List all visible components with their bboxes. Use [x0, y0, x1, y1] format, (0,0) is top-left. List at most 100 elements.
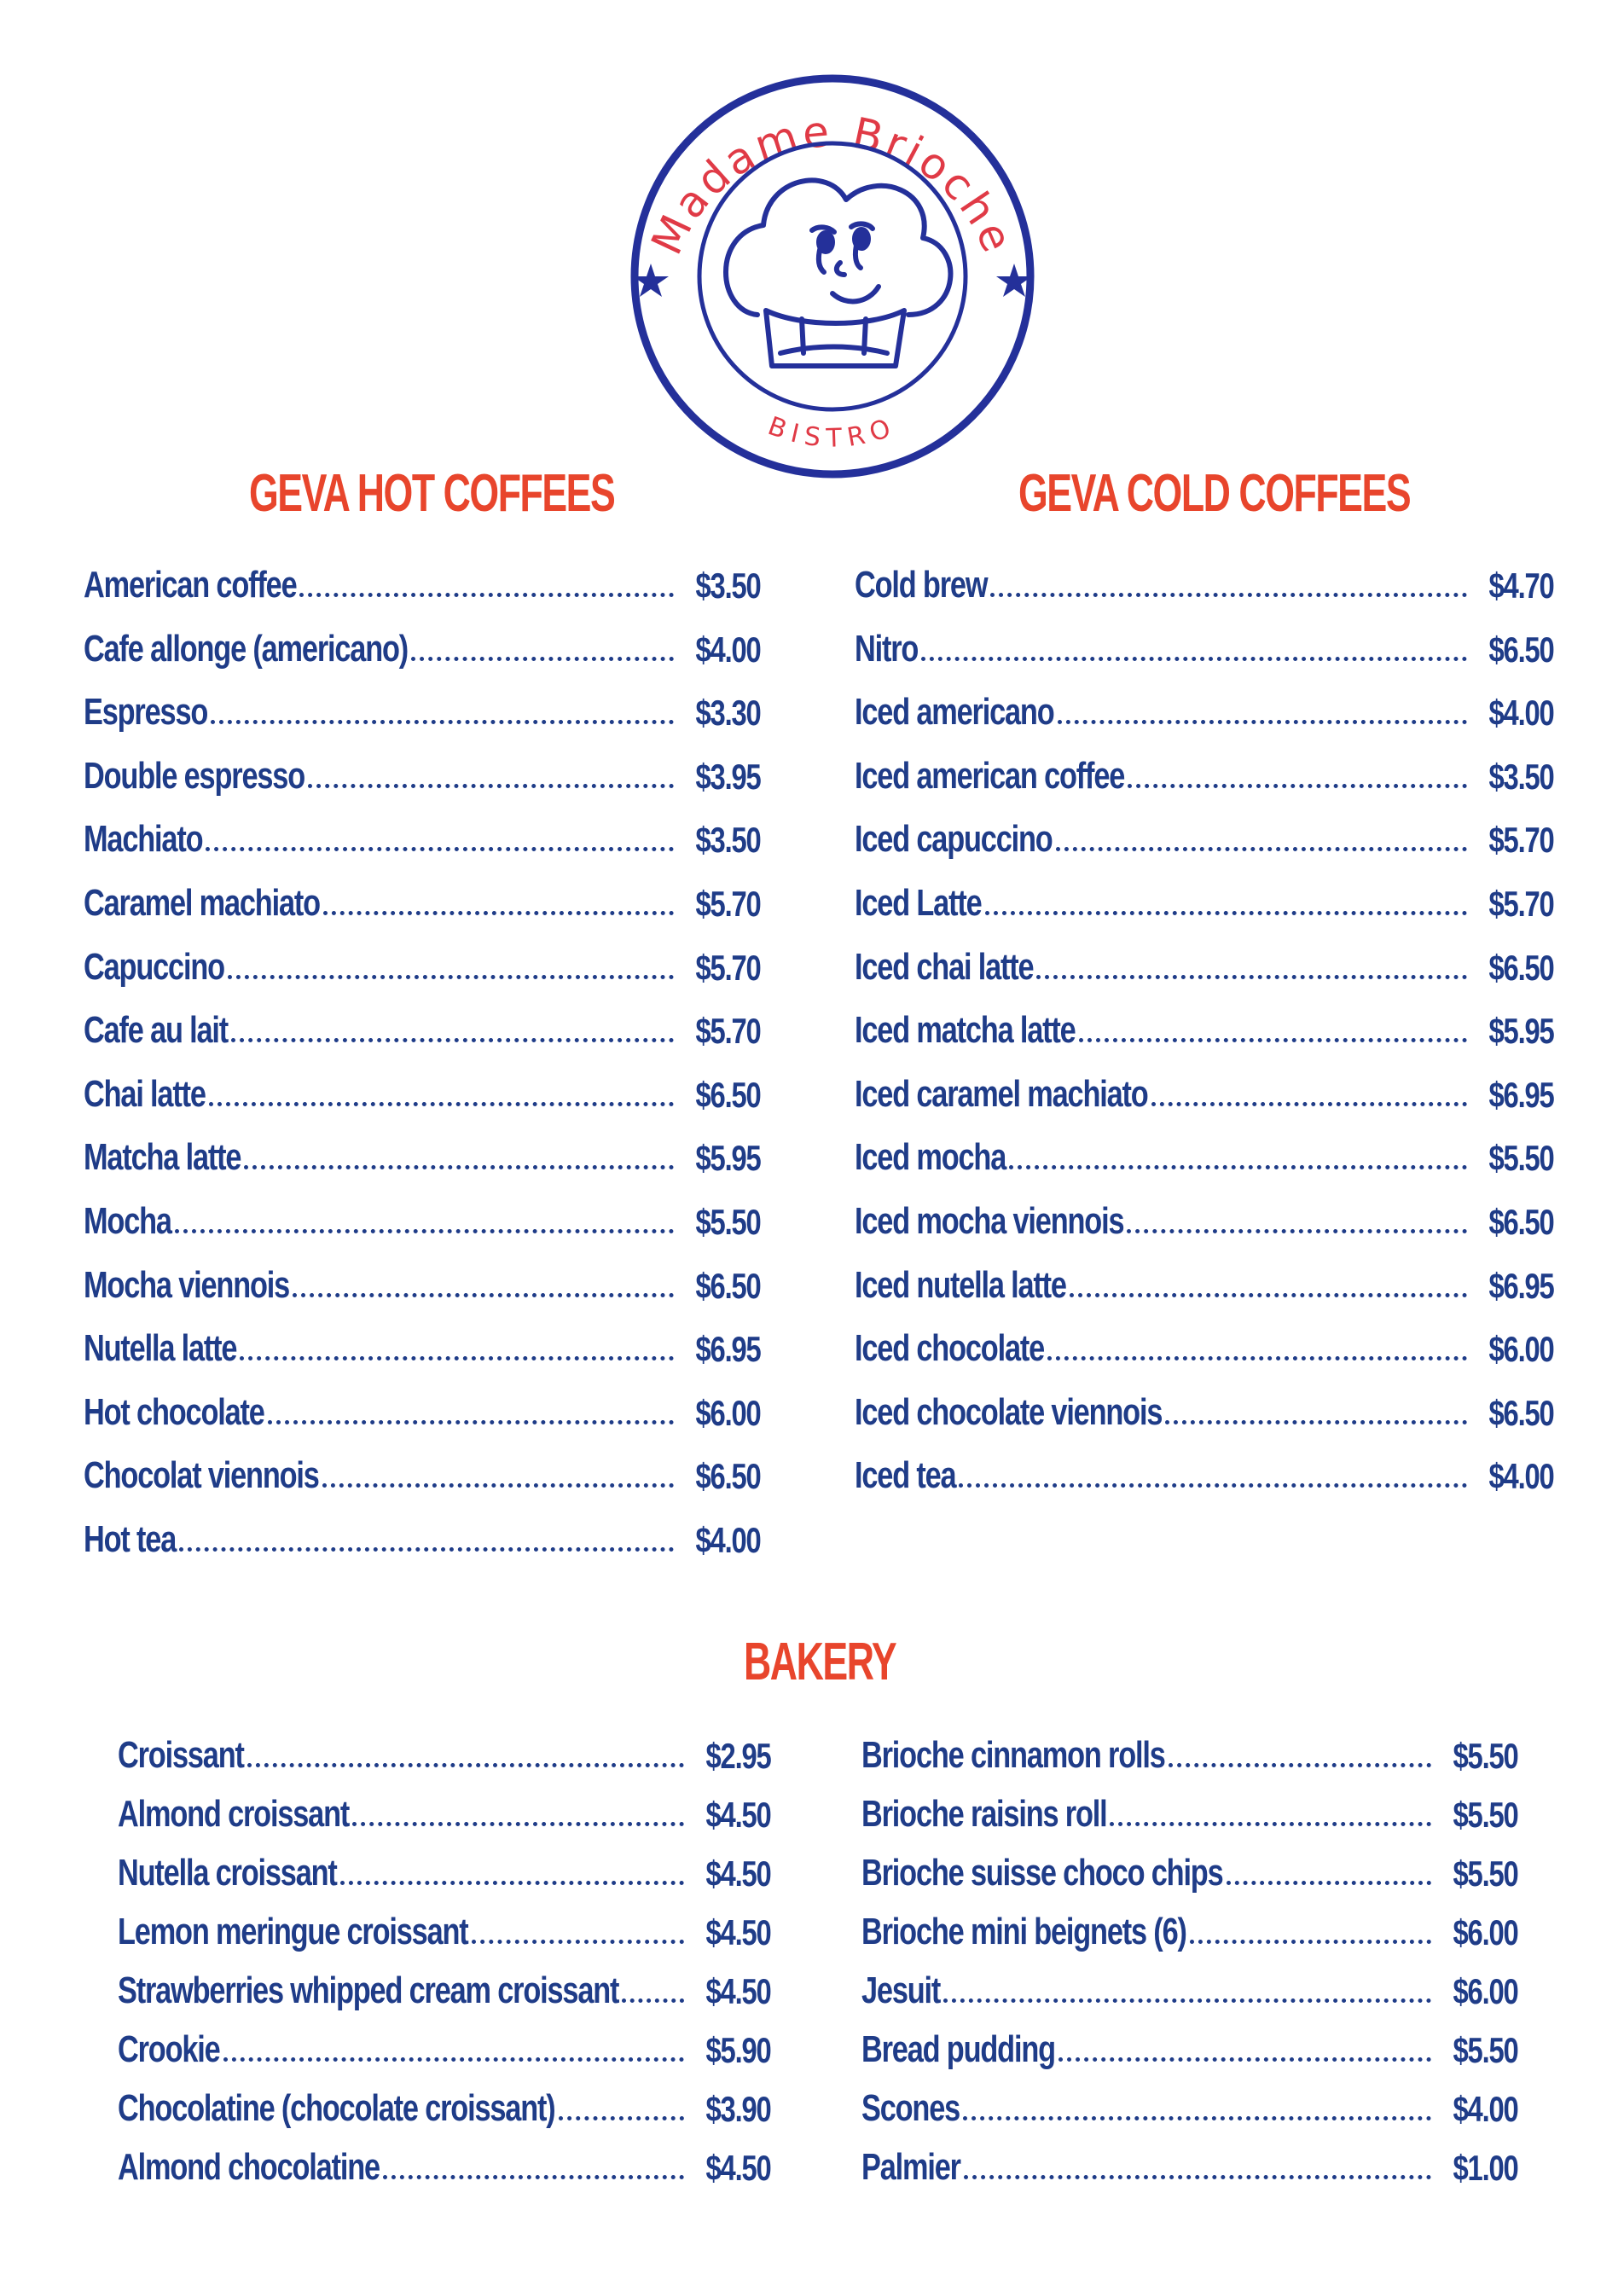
menu-item-name: Iced capuccino	[855, 818, 1053, 861]
menu-item-price: $6.50	[1488, 947, 1555, 988]
star-icon	[633, 264, 669, 297]
menu-item-price: $3.50	[695, 566, 762, 606]
menu-item-name: Iced mocha	[855, 1136, 1006, 1179]
dot-leader	[1110, 1822, 1431, 1826]
dot-leader	[1226, 1881, 1431, 1885]
menu-item-row: Double espresso $3.95	[84, 744, 762, 797]
menu-item-name: Double espresso	[84, 754, 305, 797]
menu-item-name: Espresso	[84, 691, 208, 734]
menu-item-row: Bread pudding $5.50	[861, 2017, 1519, 2068]
menu-item-price: $5.50	[1453, 1736, 1519, 1776]
cold-coffees-heading: GEVA COLD COFFEES	[1018, 464, 1412, 523]
menu-item-name: Nitro	[855, 627, 919, 670]
menu-item-name: Jesuit	[861, 1969, 941, 2011]
menu-item-row: Iced americano $4.00	[855, 680, 1555, 734]
menu-item-row: Jesuit $6.00	[861, 1958, 1519, 2011]
dot-leader	[471, 1940, 684, 1944]
menu-item-price: $6.50	[695, 1265, 762, 1306]
dot-leader	[1151, 1101, 1467, 1106]
menu-item-row: Espresso $3.30	[84, 680, 762, 734]
dot-leader	[1165, 1419, 1467, 1424]
menu-item-name: Hot chocolate	[84, 1390, 265, 1433]
dot-leader	[963, 2175, 1431, 2179]
menu-item-price: $6.50	[695, 1074, 762, 1115]
menu-item-row: Iced chocolate $6.00	[855, 1316, 1555, 1367]
menu-item-price: $6.00	[695, 1392, 762, 1433]
dot-leader	[1128, 783, 1467, 788]
menu-item-name: Scones	[861, 2087, 960, 2129]
dot-leader	[959, 1483, 1467, 1488]
hot-coffees-list: American coffee $3.50 Cafe allonge (americ…	[84, 553, 762, 1560]
menu-item-name: Iced Latte	[855, 882, 983, 924]
menu-item-name: Brioche cinnamon rolls	[861, 1734, 1166, 1776]
menu-item-price: $3.90	[705, 2089, 772, 2129]
dot-leader	[990, 593, 1467, 597]
menu-item-price: $4.50	[705, 1853, 772, 1894]
dot-leader	[943, 1998, 1431, 2003]
chef-hat-mascot-icon	[697, 141, 968, 412]
menu-item-name: Chai latte	[84, 1072, 206, 1115]
menu-item-price: $3.50	[1488, 756, 1555, 797]
menu-item-price: $5.50	[695, 1202, 762, 1242]
dot-leader	[244, 1165, 674, 1170]
dot-leader	[246, 1763, 684, 1767]
dot-leader	[963, 2116, 1431, 2120]
menu-item-price: $4.00	[695, 629, 762, 670]
dot-leader	[1057, 720, 1467, 725]
menu-item-price: $5.50	[1453, 1853, 1519, 1894]
menu-item-price: $3.30	[695, 693, 762, 734]
menu-item-name: Iced tea	[855, 1454, 957, 1497]
menu-item-row: Brioche cinnamon rolls $5.50	[861, 1723, 1519, 1776]
menu-item-name: Hot tea	[84, 1518, 177, 1560]
menu-item-name: Nutella latte	[84, 1327, 237, 1370]
menu-item-row: Hot tea $4.00	[84, 1507, 762, 1560]
dot-leader	[322, 1483, 674, 1488]
menu-item-name: Iced americano	[855, 691, 1055, 734]
menu-item-row: Iced matcha latte $5.95	[855, 998, 1555, 1049]
menu-item-row: Nutella croissant $4.50	[118, 1841, 772, 1894]
dot-leader	[293, 1292, 674, 1297]
menu-item-name: Mocha viennois	[84, 1263, 290, 1306]
dot-leader	[179, 1547, 674, 1552]
menu-item-row: Iced mocha viennois $6.50	[855, 1189, 1555, 1242]
dot-leader	[223, 2057, 684, 2062]
menu-item-row: Chai latte $6.50	[84, 1062, 762, 1115]
bakery-list-left: Croissant $2.95 Almond croissant $4.50 Nutel…	[118, 1723, 772, 2201]
menu-item-name: Iced chai latte	[855, 945, 1035, 988]
menu-item-price: $4.50	[705, 1912, 772, 1952]
menu-item-row: Cafe au lait $5.70	[84, 998, 762, 1052]
menu-item-name: Almond croissant	[118, 1793, 350, 1835]
dot-leader	[1189, 1940, 1431, 1944]
menu-item-price: $5.70	[1488, 884, 1555, 924]
menu-item-price: $5.95	[695, 1138, 762, 1179]
dot-leader	[267, 1419, 674, 1424]
menu-item-price: $4.00	[1488, 1456, 1555, 1497]
menu-item-price: $5.70	[1488, 820, 1555, 861]
menu-item-row: Crookie $5.90	[118, 2017, 772, 2068]
dot-leader	[208, 1101, 674, 1106]
menu-item-price: $6.95	[1488, 1074, 1555, 1115]
menu-item-price: $4.50	[705, 1795, 772, 1835]
menu-item-price: $5.70	[695, 1011, 762, 1052]
dot-leader	[339, 1881, 684, 1885]
menu-item-price: $6.50	[1488, 1202, 1555, 1242]
menu-item-price: $6.95	[695, 1329, 762, 1370]
menu-item-row: Iced nutella latte $6.95	[855, 1253, 1555, 1304]
menu-item-name: Iced mocha viennois	[855, 1200, 1125, 1242]
menu-item-name: Strawberries whipped cream croissant	[118, 1969, 619, 2011]
menu-item-row: Chocolat viennois $6.50	[84, 1443, 762, 1497]
menu-item-row: Caramel machiato $5.70	[84, 871, 762, 922]
menu-item-price: $4.00	[1453, 2089, 1519, 2129]
menu-item-name: Iced chocolate viennois	[855, 1390, 1163, 1433]
dot-leader	[1168, 1763, 1431, 1767]
menu-item-price: $6.50	[1488, 629, 1555, 670]
dot-leader	[231, 1038, 674, 1043]
menu-item-row: Palmier $1.00	[861, 2135, 1519, 2186]
menu-item-row: Nutella latte $6.95	[84, 1316, 762, 1370]
dot-leader	[622, 1998, 684, 2003]
menu-item-row: Iced capuccino $5.70	[855, 807, 1555, 861]
menu-item-price: $6.50	[695, 1456, 762, 1497]
menu-item-row: Brioche raisins roll $5.50	[861, 1782, 1519, 1833]
menu-item-name: Iced american coffee	[855, 754, 1125, 797]
menu-item-price: $4.00	[1488, 693, 1555, 734]
